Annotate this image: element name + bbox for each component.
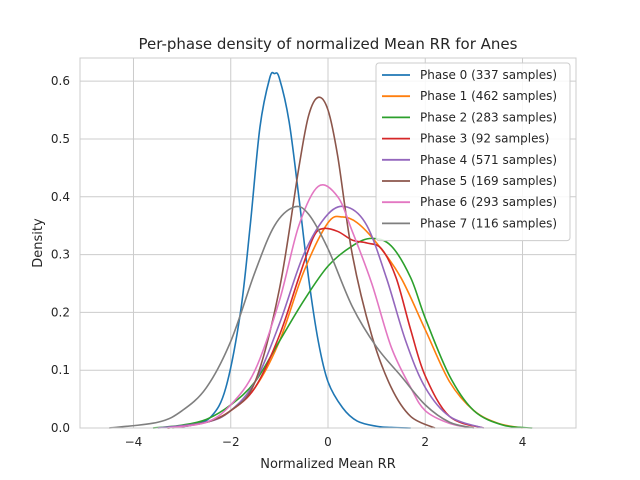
y-tick-labels: 0.0 0.1 0.2 0.3 0.4 0.5 0.6 xyxy=(51,74,70,435)
series-line-phase-7 xyxy=(109,205,475,429)
legend-entry: Phase 6 (293 samples) xyxy=(420,195,557,209)
y-axis-label: Density xyxy=(31,218,46,268)
legend-entry: Phase 0 (337 samples) xyxy=(420,68,557,82)
y-tick-label: 0.1 xyxy=(51,363,70,377)
legend-entry: Phase 1 (462 samples) xyxy=(420,89,557,103)
x-tick-label: 4 xyxy=(519,435,527,449)
y-tick-label: 0.3 xyxy=(51,248,70,262)
y-tick-label: 0.4 xyxy=(51,190,70,204)
chart-title: Per-phase density of normalized Mean RR … xyxy=(139,35,518,53)
series-line-phase-6 xyxy=(167,184,475,429)
series-line-phase-5 xyxy=(172,96,436,429)
x-tick-label: 2 xyxy=(421,435,429,449)
legend: Phase 0 (337 samples) Phase 1 (462 sample… xyxy=(375,62,571,242)
y-tick-label: 0.2 xyxy=(51,305,70,319)
legend-entry: Phase 2 (283 samples) xyxy=(420,110,557,124)
legend-box xyxy=(375,62,571,242)
y-tick-label: 0.5 xyxy=(51,132,70,146)
y-tick-label: 0.6 xyxy=(51,74,70,88)
plot-frame xyxy=(79,57,577,429)
x-tick-label: −2 xyxy=(222,435,240,449)
x-tick-label: −4 xyxy=(125,435,143,449)
y-tick-label: 0.0 xyxy=(51,421,70,435)
x-tick-label: 0 xyxy=(324,435,332,449)
x-tick-labels: −4 −2 0 2 4 xyxy=(125,435,527,449)
legend-entry: Phase 4 (571 samples) xyxy=(420,153,557,167)
legend-entry: Phase 7 (116 samples) xyxy=(420,216,557,230)
series-line-phase-0 xyxy=(167,71,411,429)
x-axis-label: Normalized Mean RR xyxy=(260,457,395,472)
series-line-phase-2 xyxy=(152,237,533,429)
legend-entry: Phase 5 (169 samples) xyxy=(420,174,557,188)
density-curves xyxy=(109,71,533,429)
legend-entry: Phase 3 (92 samples) xyxy=(420,132,549,146)
